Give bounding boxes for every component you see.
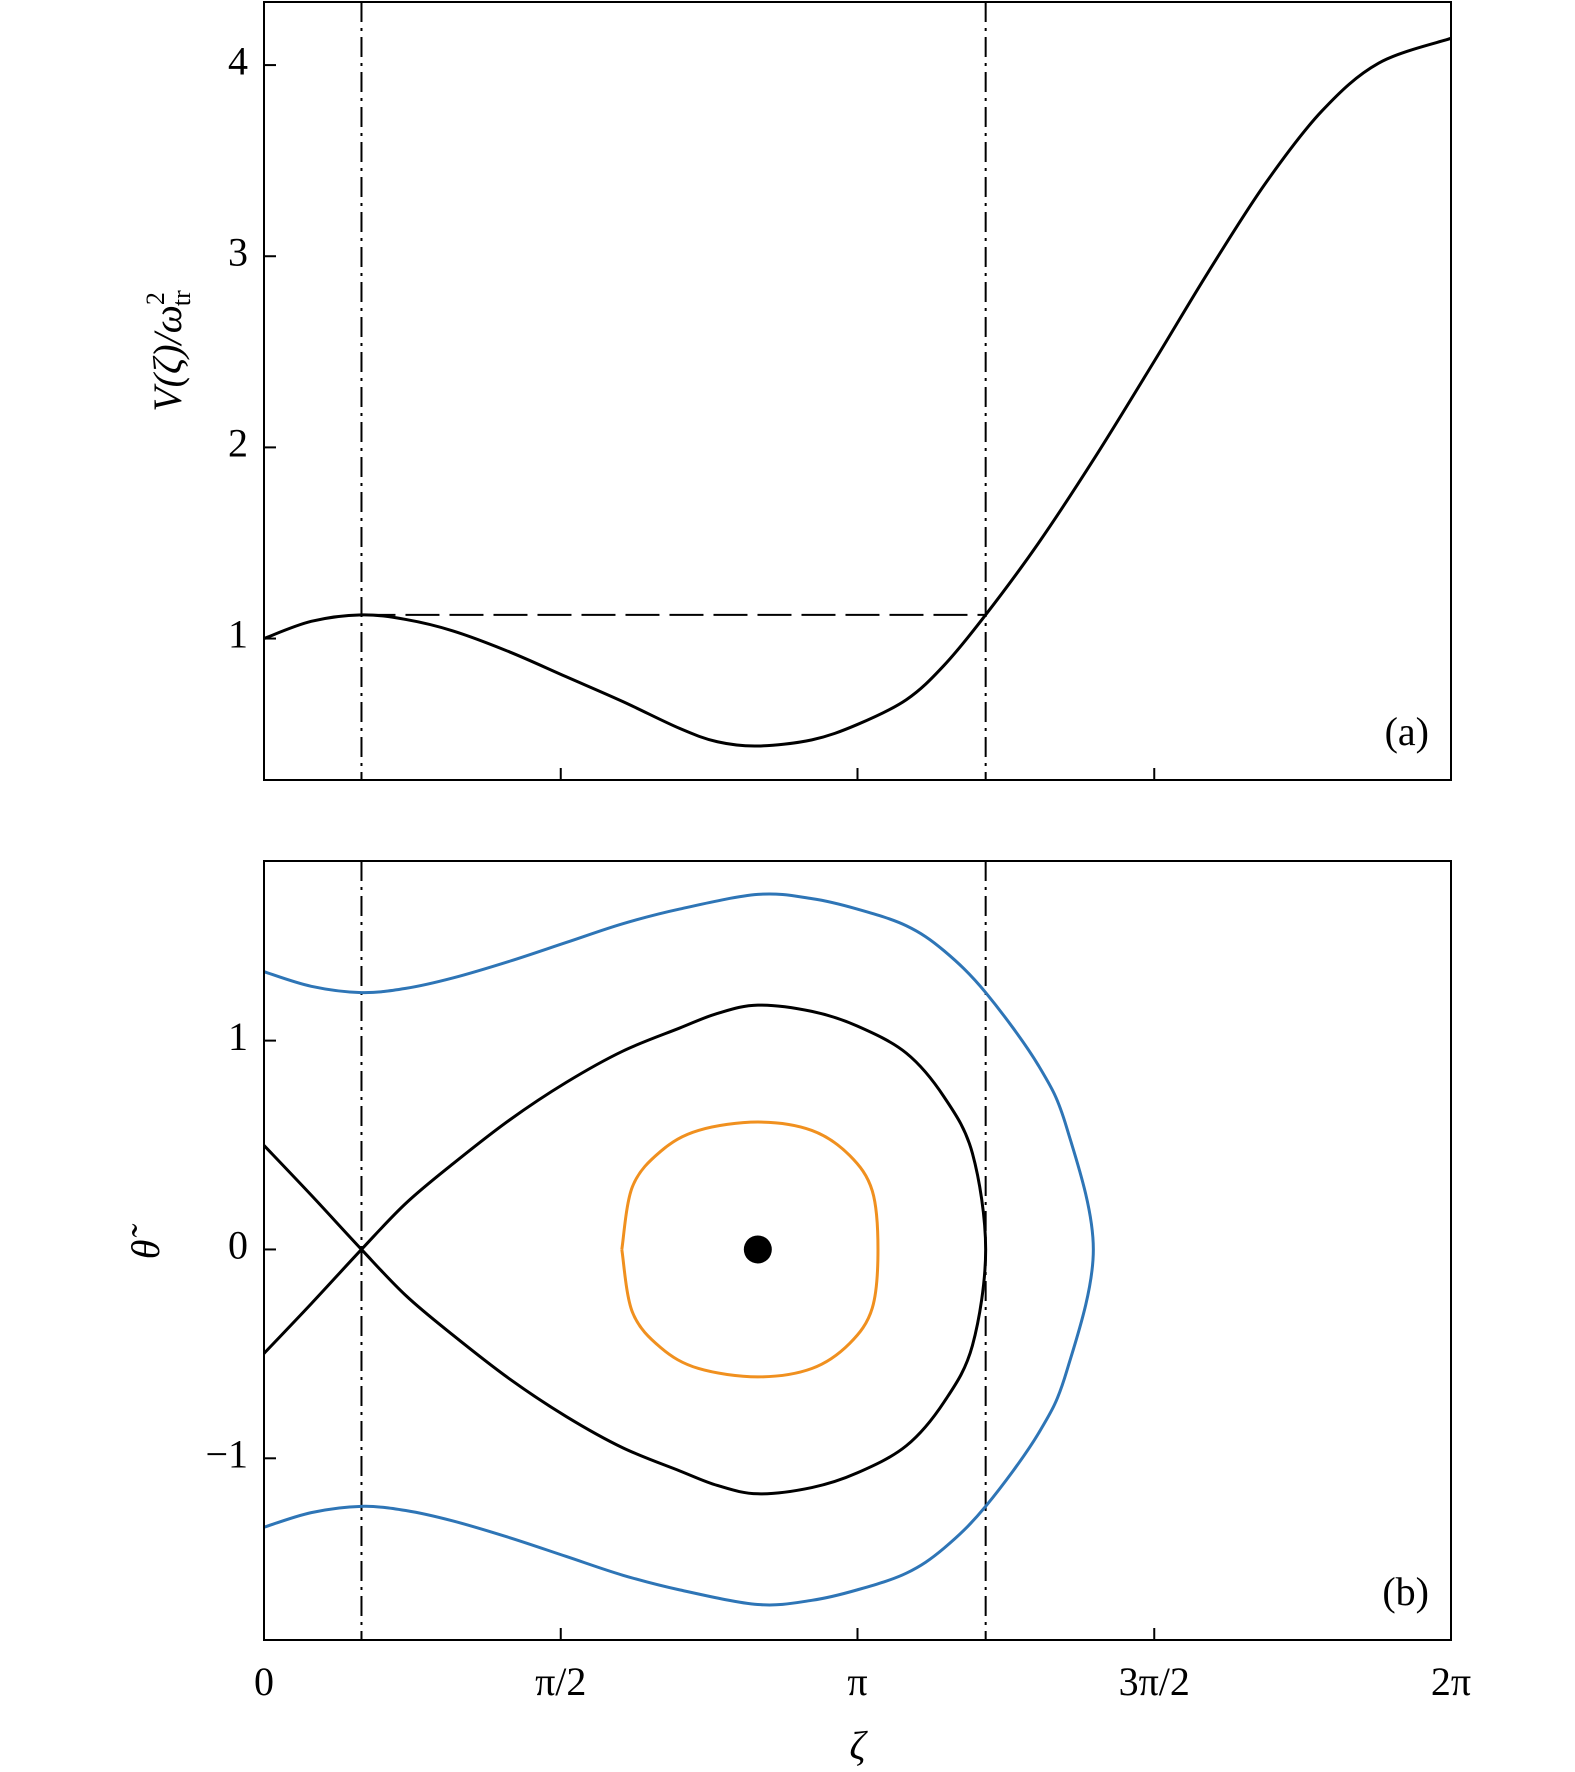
- x-tick-label: π: [847, 1659, 867, 1704]
- x-tick-label: 0: [254, 1659, 274, 1704]
- y-tick-label: −1: [205, 1431, 248, 1476]
- y-label-sub: tr: [167, 290, 196, 306]
- x-tick-label: 3π/2: [1119, 1659, 1190, 1704]
- y-tick-label: 1: [228, 1014, 248, 1059]
- point: [743, 1235, 772, 1264]
- x-axis-label: ζ: [849, 1723, 868, 1767]
- y-axis-label: θ̃: [123, 1224, 168, 1260]
- x-tick-label: π/2: [535, 1659, 586, 1704]
- y-tick-label: 2: [228, 421, 248, 466]
- y-tick-label: 0: [228, 1223, 248, 1268]
- y-label-sup: 2: [141, 292, 170, 305]
- plot-frame: [263, 860, 1452, 1641]
- panel-label: (b): [1382, 1569, 1429, 1614]
- curve: [264, 892, 1095, 1607]
- curve: [264, 36, 1451, 748]
- x-tick-label: 2π: [1431, 1659, 1471, 1704]
- plot-frame: [263, 1, 1452, 781]
- panel-label: (a): [1385, 709, 1429, 754]
- y-tick-label: 1: [228, 612, 248, 657]
- y-tick-label: 3: [228, 229, 248, 274]
- curve: [264, 1003, 988, 1496]
- y-label-main: V(ζ)/ω: [145, 305, 190, 412]
- y-axis-label: V(ζ)/ω2tr: [141, 290, 196, 412]
- y-tick-label: 4: [228, 38, 248, 83]
- curve: [620, 1120, 880, 1379]
